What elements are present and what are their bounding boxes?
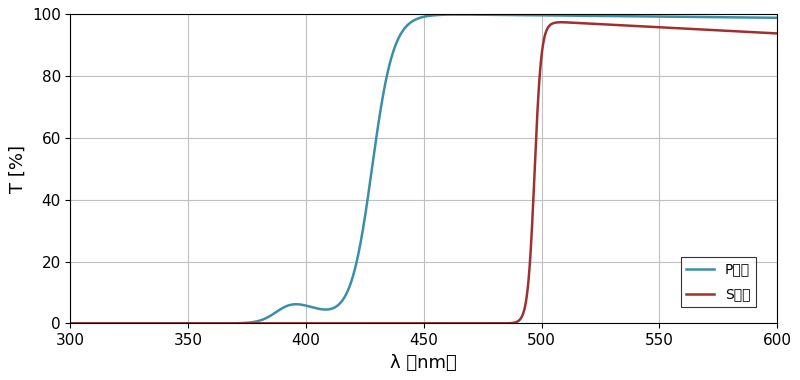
S偏光	[772, 31, 782, 36]
S偏光	[336, 321, 346, 326]
P偏光	[336, 301, 346, 305]
P偏光	[66, 321, 75, 326]
X-axis label: λ ［nm］: λ ［nm］	[390, 354, 458, 372]
S偏光	[593, 22, 602, 26]
S偏光	[490, 321, 499, 326]
P偏光	[772, 16, 782, 20]
S偏光	[556, 20, 566, 24]
P偏光	[526, 13, 535, 17]
Line: S偏光: S偏光	[70, 22, 777, 323]
Line: P偏光: P偏光	[70, 14, 777, 323]
P偏光	[194, 321, 204, 326]
P偏光	[452, 12, 462, 17]
S偏光	[526, 258, 535, 263]
S偏光	[647, 25, 657, 29]
S偏光	[66, 321, 75, 326]
P偏光	[593, 14, 602, 18]
P偏光	[490, 13, 499, 17]
S偏光	[194, 321, 204, 326]
Legend: P偏光, S偏光: P偏光, S偏光	[681, 257, 756, 307]
P偏光	[647, 14, 657, 19]
Y-axis label: T [%]: T [%]	[8, 145, 26, 193]
